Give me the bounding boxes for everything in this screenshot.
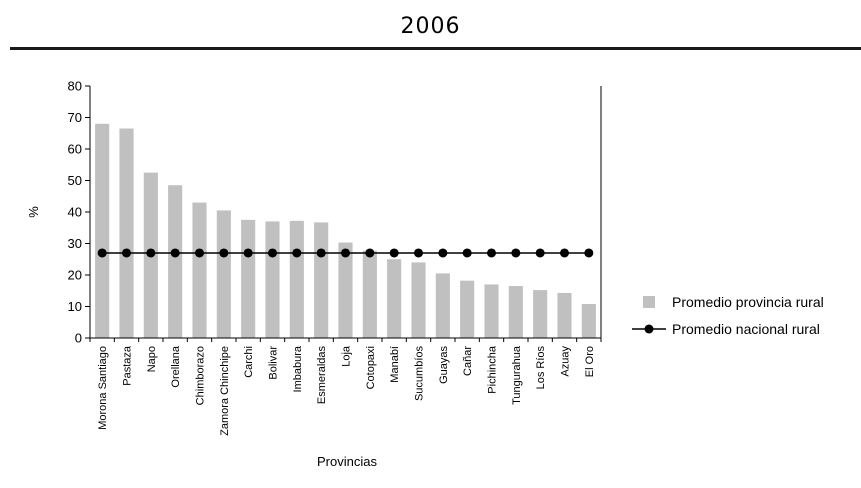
line-point — [243, 248, 253, 258]
x-tick-label: Pastaza — [122, 345, 134, 386]
x-tick-label: Imbabura — [292, 345, 304, 392]
y-tick-label: 20 — [68, 268, 82, 283]
line-point — [438, 248, 448, 258]
line-point — [365, 248, 375, 258]
legend: Promedio provincia rural Promedio nacion… — [632, 294, 824, 337]
bar — [460, 280, 475, 338]
line-series-group — [97, 248, 594, 258]
x-tick-label: Bolivar — [268, 346, 280, 380]
bar — [241, 219, 256, 338]
line-point — [219, 248, 229, 258]
bar — [168, 185, 183, 338]
x-tick-label: Pichincha — [487, 345, 499, 394]
line-point — [122, 248, 131, 258]
y-tick-label: 0 — [75, 331, 82, 346]
y-tick-label: 60 — [68, 142, 82, 157]
x-tick-label: Morona Santiago — [97, 346, 109, 430]
title-rule — [10, 47, 861, 50]
legend-bar-swatch — [643, 296, 655, 308]
bar — [265, 221, 280, 338]
axes-group: 0 10 20 30 40 50 60 70 80 — [68, 79, 602, 346]
line-point — [584, 248, 594, 258]
line-point — [389, 248, 399, 258]
x-tick-label: Loja — [341, 345, 353, 367]
bar — [435, 273, 450, 338]
x-tick-label: Tungurahua — [511, 345, 523, 405]
line-point — [170, 248, 180, 258]
line-point — [97, 248, 107, 258]
bar — [95, 123, 110, 338]
y-tick-label: 40 — [68, 205, 82, 220]
x-tick-label: Cotopaxi — [365, 346, 377, 389]
x-tick-label: Azuay — [560, 346, 572, 377]
line-point — [560, 248, 569, 258]
y-axis-title: % — [26, 206, 41, 218]
line-point — [195, 248, 204, 258]
x-tick-label: Napo — [146, 346, 158, 372]
line-point — [511, 248, 521, 258]
x-tick-label: Esmeraldas — [316, 346, 328, 405]
x-tick-label: Manabí — [389, 346, 401, 383]
bar — [387, 259, 402, 338]
x-tick-label: Los Ríos — [535, 346, 547, 390]
labels-group: Morona Santiago Pastaza Napo Orellana Chimbo… — [97, 345, 596, 436]
x-tick-label: Guayas — [438, 346, 450, 384]
line-point — [316, 248, 326, 258]
line-point — [535, 248, 545, 258]
line-point — [462, 248, 472, 258]
bar — [411, 262, 426, 338]
bar — [192, 202, 207, 338]
y-tick-label: 10 — [68, 299, 82, 314]
x-tick-label: Chimborazo — [195, 346, 207, 405]
y-tick-label: 80 — [68, 79, 82, 94]
x-tick-label: Cañar — [462, 346, 474, 376]
line-point — [487, 248, 496, 258]
x-tick-label: El Oro — [584, 346, 596, 377]
x-tick-label: Zamora Chinchipe — [219, 346, 231, 436]
x-tick-label: Orellana — [170, 345, 182, 387]
x-axis-title: Provincias — [317, 454, 377, 469]
line-point — [414, 248, 423, 258]
bar — [119, 128, 134, 338]
bar — [216, 210, 231, 338]
bar — [557, 292, 572, 338]
legend-line-label: Promedio nacional rural — [672, 321, 820, 337]
line-point — [341, 248, 350, 258]
bar — [533, 290, 548, 338]
line-point — [146, 248, 156, 258]
page-title: 2006 — [400, 14, 461, 39]
legend-bar-label: Promedio provincia rural — [672, 294, 824, 310]
legend-line-marker — [644, 324, 654, 334]
y-tick-label: 70 — [68, 110, 82, 125]
bar — [314, 222, 329, 338]
line-point — [268, 248, 277, 258]
x-tick-label: Sucumbíos — [414, 346, 426, 402]
bar — [508, 286, 523, 338]
line-point — [292, 248, 302, 258]
bars-group — [95, 123, 596, 338]
bar — [362, 250, 377, 338]
y-tick-label: 30 — [68, 236, 82, 251]
y-tick-label: 50 — [68, 173, 82, 188]
bar — [338, 242, 353, 338]
bar — [289, 220, 304, 338]
bar — [484, 284, 499, 338]
bar — [581, 303, 596, 338]
x-tick-label: Carchi — [243, 346, 255, 378]
